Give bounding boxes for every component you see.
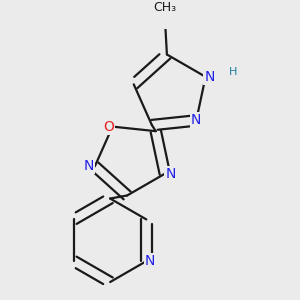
Text: O: O: [103, 120, 114, 134]
Text: H: H: [229, 67, 238, 77]
Text: N: N: [191, 113, 202, 128]
Text: N: N: [84, 159, 94, 173]
Text: N: N: [165, 167, 176, 181]
Text: CH₃: CH₃: [153, 1, 177, 14]
Text: N: N: [204, 70, 214, 84]
Text: N: N: [145, 254, 155, 268]
